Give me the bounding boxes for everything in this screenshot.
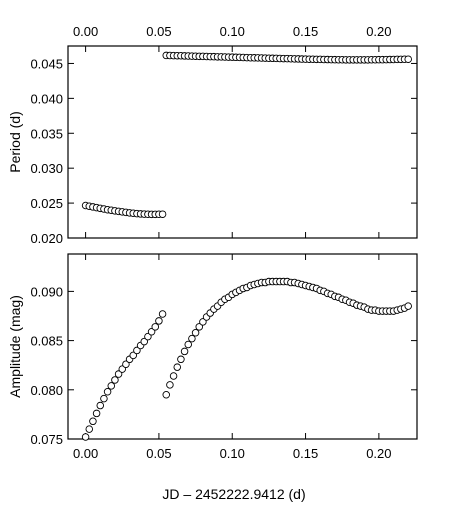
data-point — [111, 376, 119, 384]
data-point — [158, 310, 167, 318]
amplitude-panel: 0.075 0.080 0.085 0.090 0.00 0.05 0.10 0.15 0.20… — [7, 253, 418, 461]
y-tick-label: 0.020 — [30, 231, 63, 246]
x-tick-label: 0.15 — [293, 446, 318, 461]
data-point — [158, 210, 167, 218]
x-tick-label: 0.00 — [73, 446, 98, 461]
x-tick-label: 0.00 — [73, 24, 98, 39]
data-point — [162, 390, 170, 399]
data-point — [404, 302, 412, 310]
y-tick-label: 0.030 — [30, 161, 63, 176]
data-point — [81, 433, 90, 441]
x-tick-label: 0.20 — [366, 24, 391, 39]
data-point — [166, 381, 174, 389]
y-tick-label: 0.045 — [30, 56, 63, 71]
data-point — [173, 363, 181, 371]
y-tick-label: 0.075 — [30, 432, 63, 447]
period-panel: 0.020 0.025 0.030 0.035 0.040 0.045 0.00 0.05 0.… — [7, 24, 418, 246]
data-point — [177, 355, 185, 364]
data-point — [122, 360, 130, 368]
y-axis-label: Amplitude (mag) — [7, 295, 23, 398]
data-point — [114, 370, 123, 378]
x-tick-label: 0.10 — [220, 24, 245, 39]
data-point — [107, 382, 116, 390]
data-point — [184, 340, 192, 349]
data-point — [92, 409, 101, 418]
plot-frame — [67, 45, 418, 239]
data-point — [129, 351, 138, 360]
data-point — [188, 334, 196, 343]
y-tick-label: 0.035 — [30, 126, 63, 141]
data-point — [404, 55, 412, 63]
x-tick-label: 0.20 — [366, 446, 391, 461]
data-point — [180, 347, 189, 356]
y-tick-label: 0.090 — [30, 284, 63, 299]
data-point — [147, 327, 156, 336]
y-tick-label: 0.080 — [30, 383, 63, 398]
x-tick-label: 0.10 — [220, 446, 245, 461]
data-point — [89, 417, 97, 426]
y-tick-label: 0.085 — [30, 334, 63, 349]
data-point — [191, 328, 200, 337]
data-point — [195, 323, 203, 331]
y-tick-label: 0.040 — [30, 91, 63, 106]
data-point — [199, 318, 207, 326]
plot-frame — [67, 253, 418, 440]
x-axis-label: JD – 2452222.9412 (d) — [162, 486, 305, 502]
y-axis-label: Period (d) — [7, 111, 23, 172]
x-tick-label: 0.05 — [146, 446, 171, 461]
data-point — [151, 323, 159, 331]
x-tick-label: 0.05 — [146, 24, 171, 39]
y-tick-label: 0.025 — [30, 196, 63, 211]
data-point — [133, 346, 141, 355]
data-point — [140, 337, 149, 346]
data-point — [96, 401, 105, 410]
data-point — [118, 365, 127, 373]
data-point — [144, 332, 152, 341]
data-point — [155, 317, 163, 325]
x-tick-label: 0.15 — [293, 24, 318, 39]
data-point — [169, 372, 178, 380]
data-point — [100, 394, 108, 403]
data-point — [103, 388, 112, 396]
data-point — [85, 425, 94, 433]
